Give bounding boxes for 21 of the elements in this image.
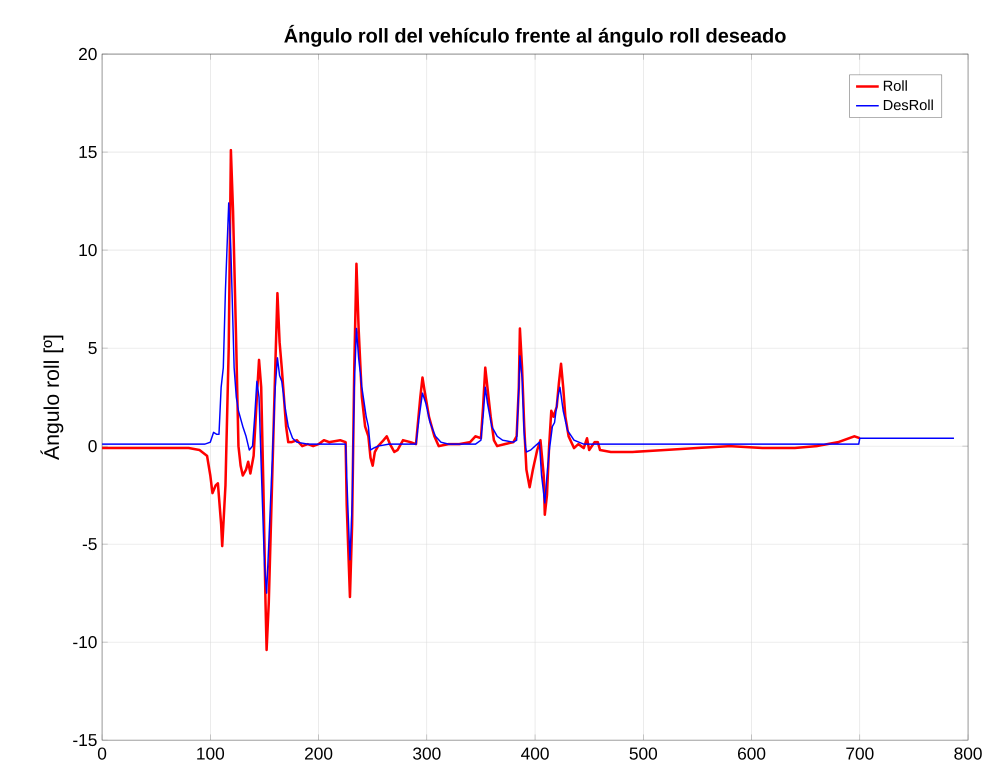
x-tick-label: 600 [738,747,766,760]
y-tick-label: 15 [79,146,97,158]
x-tick-label: 800 [954,747,982,760]
x-tick-label: 500 [630,747,658,760]
y-tick-label: 5 [88,342,97,354]
y-tick-label: -15 [73,734,97,746]
x-tick-label: 100 [197,747,224,760]
legend-label: DesRoll [884,99,933,110]
y-tick-label: -10 [73,636,97,648]
chart-title: Ángulo roll del vehículo frente al ángulo roll deseado [284,24,786,47]
y-axis-title: Ángulo roll [º] [40,336,64,460]
y-tick-label: -5 [82,538,97,550]
x-tick-label: 0 [98,747,106,760]
x-tick-label: 200 [305,747,332,760]
x-tick-label: 300 [413,747,441,760]
x-tick-label: 700 [846,747,874,760]
y-tick-label: 10 [79,244,97,256]
y-tick-label: 20 [79,48,97,60]
legend-label: Roll [884,80,907,91]
y-tick-label: 0 [88,440,97,452]
x-tick-label: 400 [521,747,549,760]
